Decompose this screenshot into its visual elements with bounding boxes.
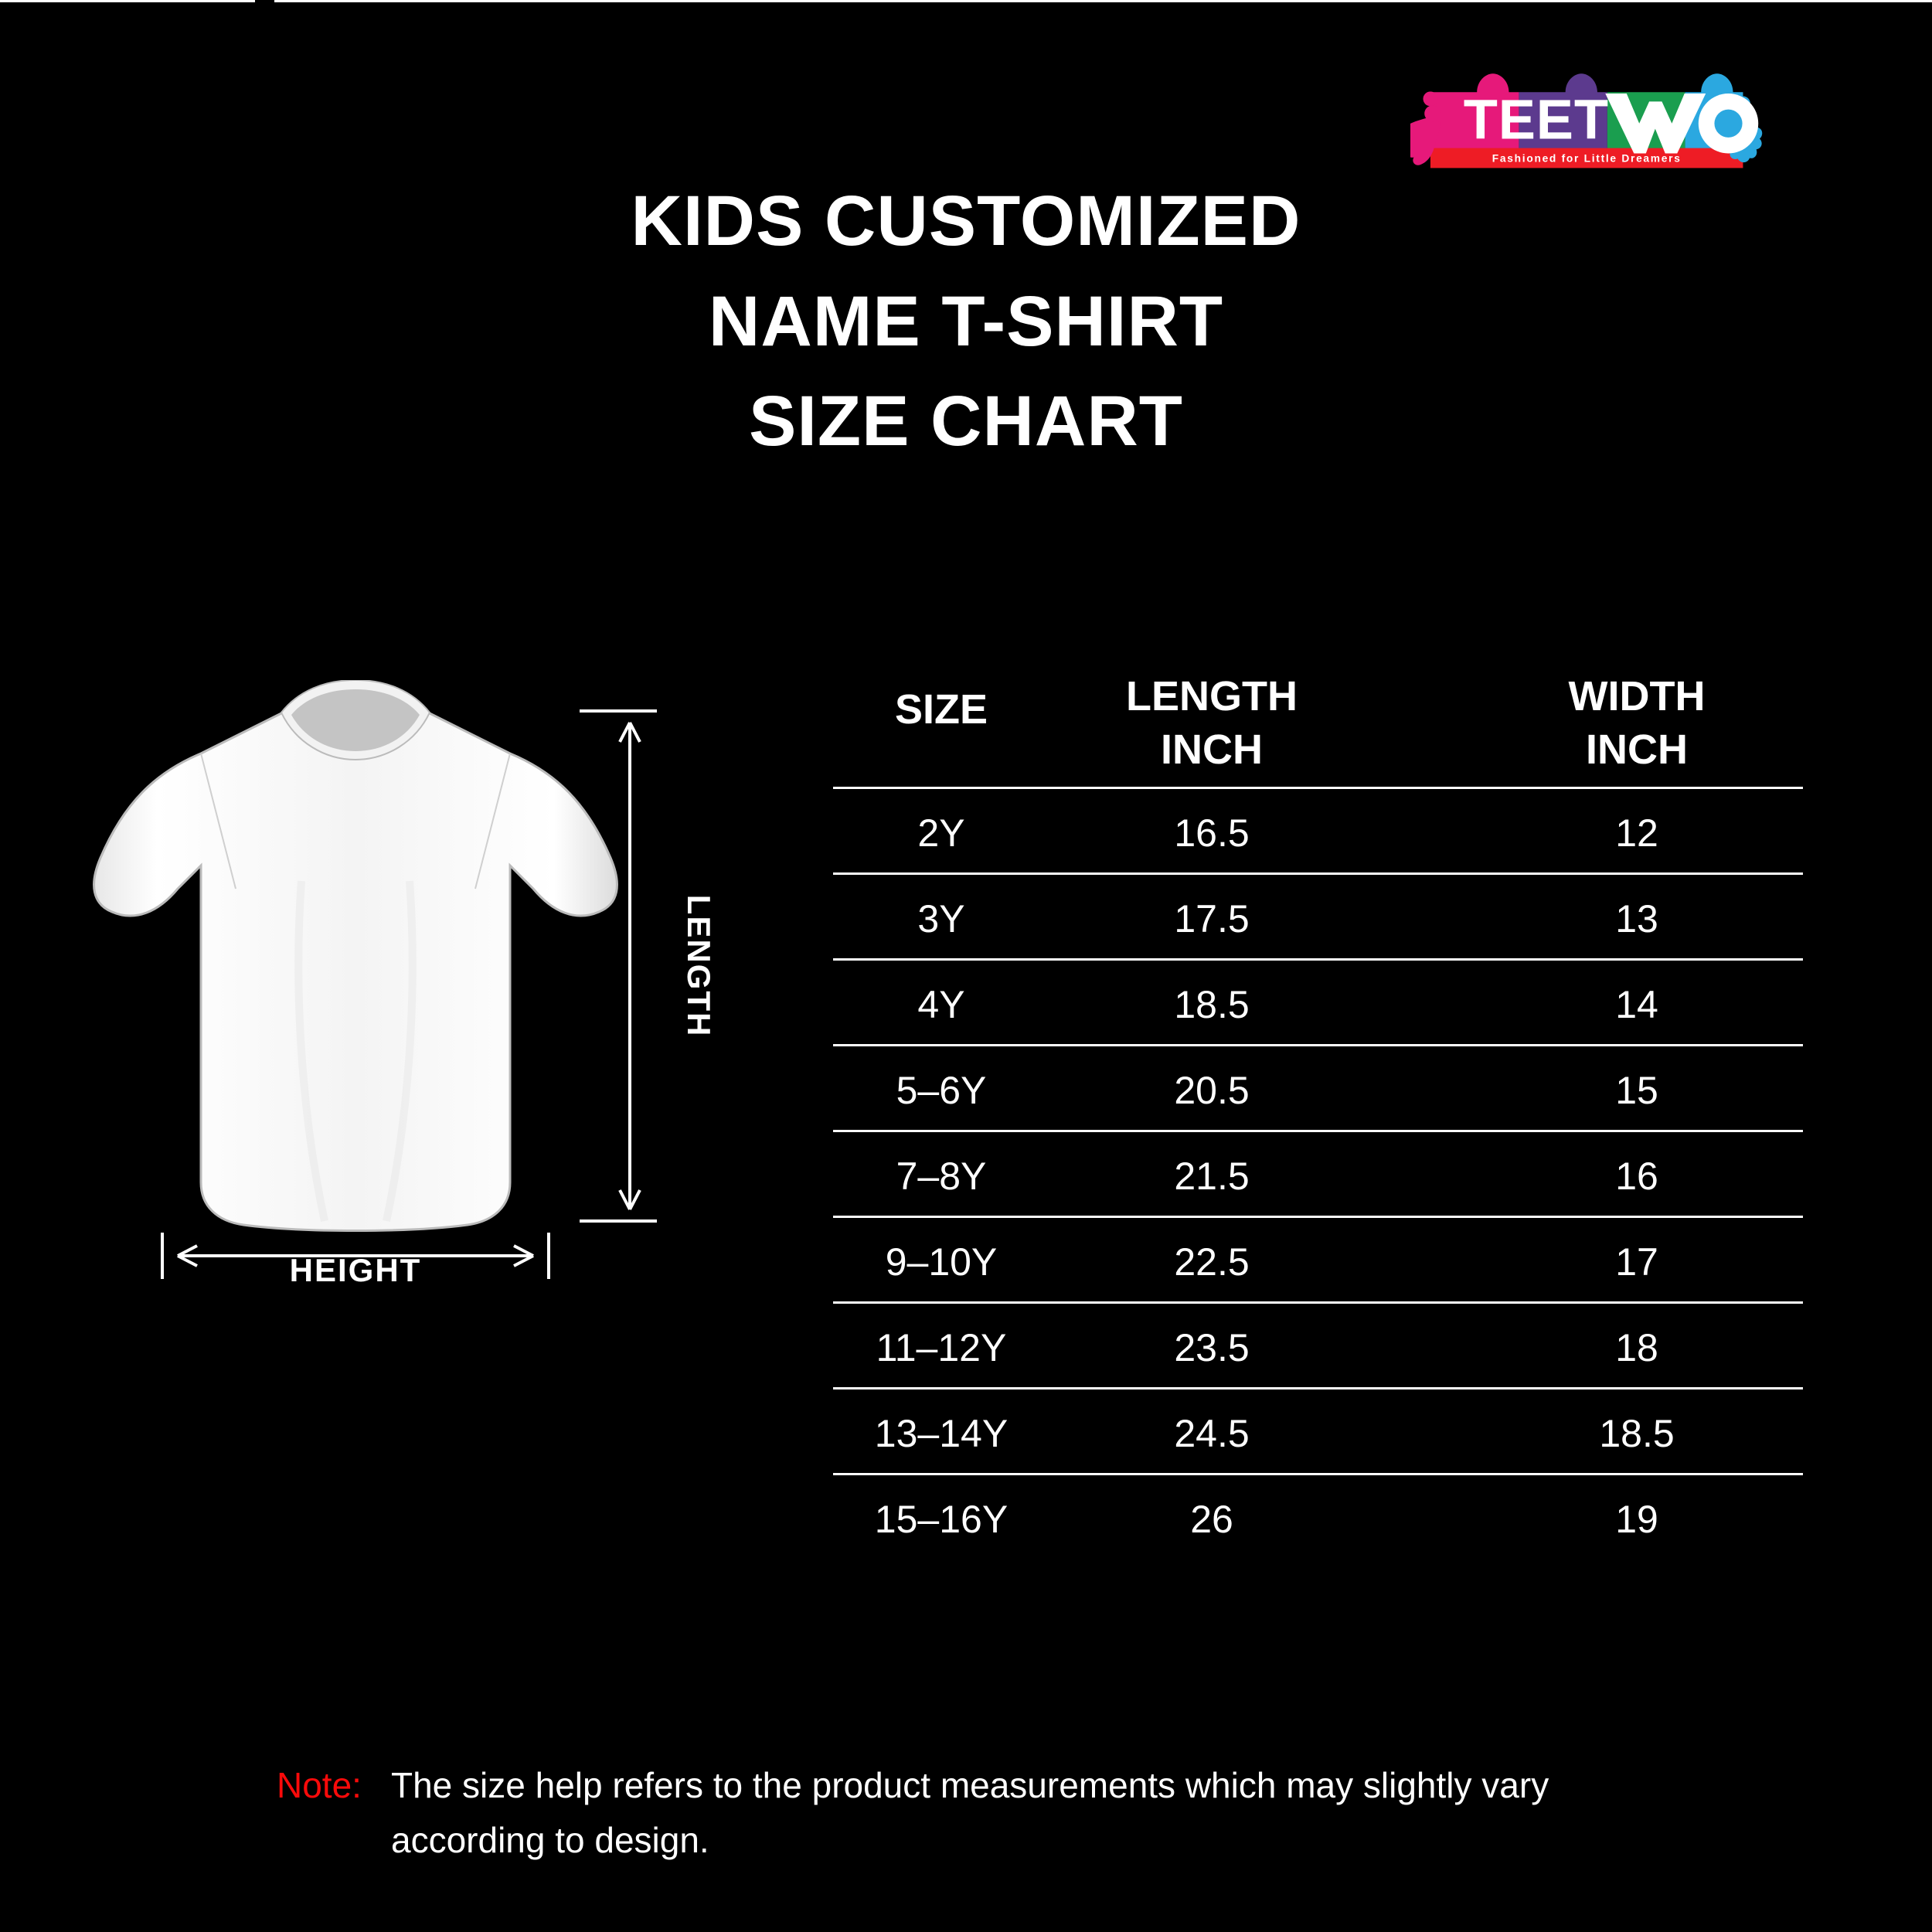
svg-text:LENGTH: LENGTH [681,895,717,1038]
svg-text:HEIGHT: HEIGHT [290,1252,422,1283]
svg-text:Fashioned for Little Dreamers: Fashioned for Little Dreamers [1492,153,1682,165]
svg-text:TEET: TEET [1464,90,1609,151]
